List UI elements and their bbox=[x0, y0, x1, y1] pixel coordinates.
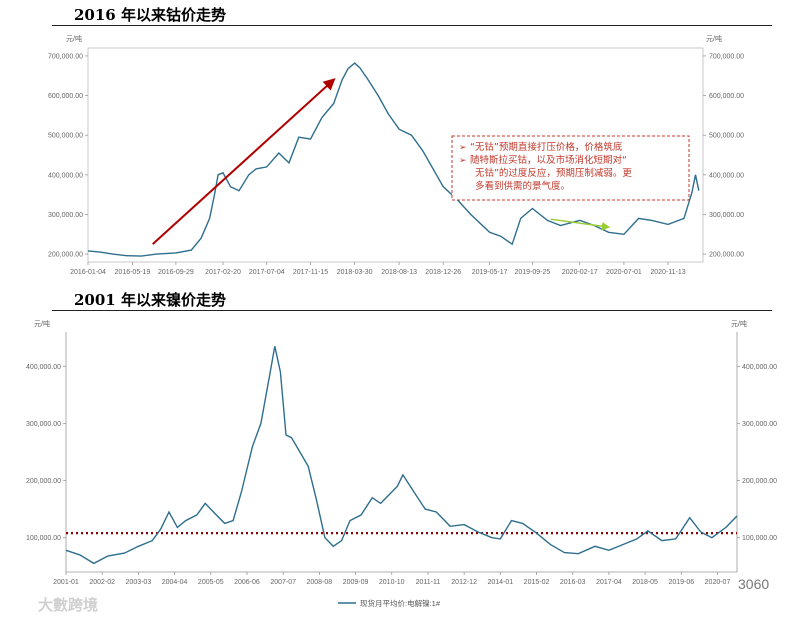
nickel-xtick-label: 2017-04 bbox=[596, 579, 622, 586]
cobalt-xtick-label: 2017-07-04 bbox=[249, 269, 285, 276]
cobalt-xtick-label: 2020-02-17 bbox=[562, 269, 598, 276]
cobalt-annotation-line: 多看到供需的景气度。 bbox=[475, 180, 570, 192]
cobalt-ytick-label-left: 200,000.00 bbox=[48, 252, 83, 259]
cobalt-xtick-label: 2018-03-30 bbox=[337, 269, 373, 276]
cobalt-annotation-bullet: ➢ bbox=[459, 143, 467, 153]
nickel-ytick-label-left: 300,000.00 bbox=[26, 421, 61, 428]
cobalt-xtick-label: 2016-05-19 bbox=[115, 269, 151, 276]
cobalt-xtick-label: 2017-02-20 bbox=[205, 269, 241, 276]
watermark-text: 大數跨境 bbox=[38, 597, 99, 614]
cobalt-title-rule bbox=[52, 25, 772, 26]
nickel-ytick-label-right: 100,000.00 bbox=[742, 535, 777, 542]
cobalt-ytick-label-left: 300,000.00 bbox=[48, 212, 83, 219]
cobalt-xtick-label: 2018-12-26 bbox=[425, 269, 461, 276]
cobalt-ytick-label-left: 400,000.00 bbox=[48, 172, 83, 179]
nickel-xtick-label: 2001-01 bbox=[53, 579, 79, 586]
nickel-xtick-label: 2010-10 bbox=[379, 579, 405, 586]
nickel-xtick-label: 2018-05 bbox=[632, 579, 658, 586]
cobalt-unit-right: 元/吨 bbox=[706, 34, 722, 43]
cobalt-xtick-label: 2019-05-17 bbox=[472, 269, 508, 276]
nickel-xtick-label: 2011-11 bbox=[416, 579, 441, 586]
nickel-ytick-label-left: 200,000.00 bbox=[26, 478, 61, 485]
cobalt-ytick-label-left: 600,000.00 bbox=[48, 93, 83, 100]
cobalt-annotation-line: “无钴”预期直接打压价格，价格筑底 bbox=[470, 141, 623, 153]
nickel-price-chart: 元/吨 元/吨 100,000.00 100,000.00 200,000.00 200,… bbox=[26, 319, 777, 608]
nickel-xtick-label: 2002-02 bbox=[89, 579, 115, 586]
cobalt-ytick-label-left: 500,000.00 bbox=[48, 133, 83, 140]
nickel-xtick-label: 2016-03 bbox=[560, 579, 586, 586]
cobalt-xtick-label: 2017-11-15 bbox=[293, 269, 328, 276]
cobalt-ytick-label-right: 300,000.00 bbox=[709, 212, 744, 219]
nickel-xtick-label: 2015-02 bbox=[524, 579, 550, 586]
nickel-xtick-label: 2014-01 bbox=[487, 579, 513, 586]
cobalt-ytick-label-right: 600,000.00 bbox=[709, 93, 744, 100]
source-badge: 3060 bbox=[738, 576, 770, 592]
nickel-xtick-label: 2019-06 bbox=[668, 579, 694, 586]
nickel-section-title: 2001 年以来镍价走势 bbox=[74, 291, 226, 309]
cobalt-annotation-line: 无钴”的过度反应，预期压制减弱。更 bbox=[475, 167, 632, 179]
cobalt-ytick-label-left: 700,000.00 bbox=[48, 53, 83, 60]
cobalt-ytick-label-right: 200,000.00 bbox=[709, 252, 744, 259]
uptrend-arrow bbox=[152, 78, 336, 245]
cobalt-xtick-label: 2016-09-29 bbox=[158, 269, 194, 276]
nickel-legend-label: 现货月平均价:电解镍:1# bbox=[360, 598, 441, 608]
downtrend-arrow bbox=[550, 218, 611, 231]
cobalt-xtick-label: 2018-08-13 bbox=[381, 269, 417, 276]
nickel-xtick-label: 2006-06 bbox=[234, 579, 260, 586]
cobalt-xtick-label: 2020-11-13 bbox=[650, 269, 685, 276]
cobalt-xtick-label: 2016-01-04 bbox=[70, 269, 106, 276]
cobalt-price-chart: 元/吨 元/吨 200,000.00 200,000.00 300,000.00 300,… bbox=[48, 34, 744, 276]
nickel-ytick-label-right: 300,000.00 bbox=[742, 421, 777, 428]
cobalt-annotation-bullet: ➢ bbox=[459, 156, 467, 166]
nickel-ytick-label-left: 100,000.00 bbox=[26, 535, 61, 542]
nickel-ytick-label-right: 200,000.00 bbox=[742, 478, 777, 485]
nickel-ytick-label-right: 400,000.00 bbox=[742, 364, 777, 371]
nickel-xtick-label: 2003-03 bbox=[126, 579, 152, 586]
nickel-unit-right: 元/吨 bbox=[731, 319, 747, 328]
cobalt-section-title: 2016 年以来钴价走势 bbox=[74, 6, 226, 24]
nickel-xtick-label: 2009-09 bbox=[343, 579, 369, 586]
cobalt-ytick-label-right: 700,000.00 bbox=[709, 53, 744, 60]
nickel-xtick-label: 2020-07 bbox=[705, 579, 731, 586]
nickel-unit-left: 元/吨 bbox=[34, 319, 50, 328]
nickel-xtick-label: 2007-07 bbox=[270, 579, 296, 586]
cobalt-unit-left: 元/吨 bbox=[66, 34, 82, 43]
cobalt-ytick-label-right: 500,000.00 bbox=[709, 133, 744, 140]
cobalt-annotation-line: 随特斯拉买钴，以及市场消化短期对“ bbox=[470, 154, 627, 166]
cobalt-ytick-label-right: 400,000.00 bbox=[709, 172, 744, 179]
nickel-xtick-label: 2004-04 bbox=[162, 579, 188, 586]
cobalt-annotation-box bbox=[451, 135, 690, 201]
nickel-xtick-label: 2005-05 bbox=[198, 579, 224, 586]
cobalt-xtick-label: 2020-07-01 bbox=[606, 269, 642, 276]
nickel-xtick-label: 2008-08 bbox=[307, 579, 333, 586]
cobalt-xtick-label: 2019-09-25 bbox=[515, 269, 551, 276]
nickel-xtick-label: 2012-12 bbox=[451, 579, 477, 586]
nickel-ytick-label-left: 400,000.00 bbox=[26, 364, 61, 371]
nickel-price-line bbox=[65, 346, 738, 565]
nickel-title-rule bbox=[52, 310, 772, 311]
